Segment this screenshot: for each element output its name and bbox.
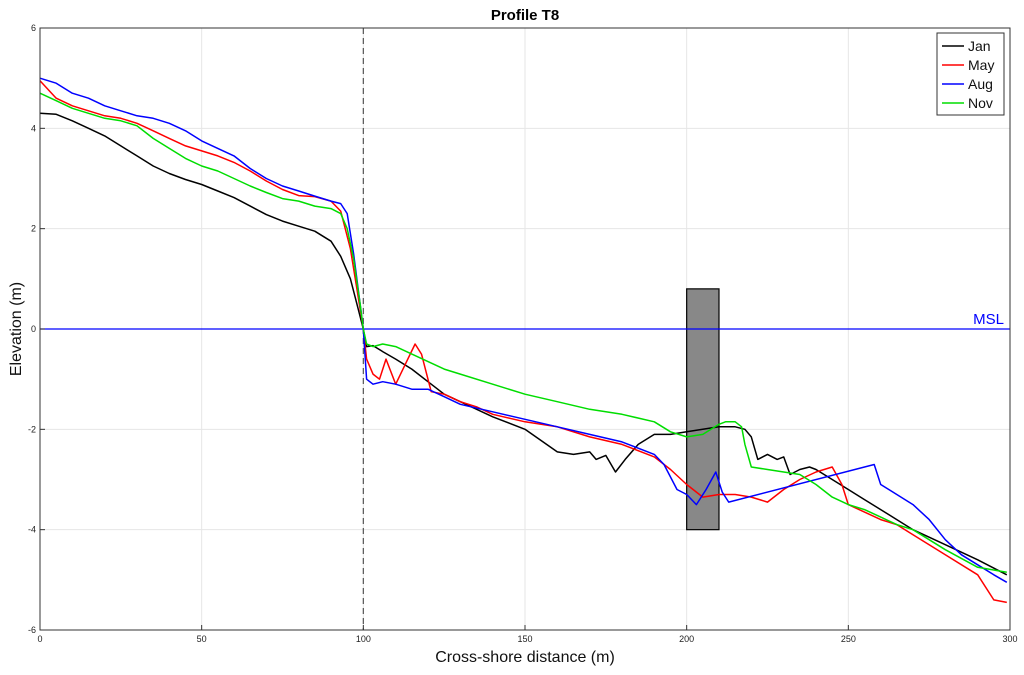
legend-label: Aug xyxy=(968,76,993,92)
y-tick-label: 0 xyxy=(31,324,36,334)
series-line-may xyxy=(39,80,1007,604)
x-axis-label: Cross-shore distance (m) xyxy=(435,649,615,666)
legend-label: May xyxy=(968,57,994,73)
y-tick-label: -2 xyxy=(28,424,36,434)
y-tick-label: -4 xyxy=(28,525,36,535)
legend-label: Nov xyxy=(968,95,993,111)
x-tick-label: 250 xyxy=(841,634,856,644)
y-tick-label: 2 xyxy=(31,224,36,234)
x-tick-label: 100 xyxy=(356,634,371,644)
x-tick-label: 50 xyxy=(197,634,207,644)
msl-label: MSL xyxy=(973,311,1004,328)
legend: Jan May Aug Nov xyxy=(936,32,1005,116)
series-lines xyxy=(39,77,1008,604)
x-tick-label: 150 xyxy=(517,634,532,644)
legend-label: Jan xyxy=(968,38,991,54)
series-line-jan xyxy=(39,112,1008,576)
chart-title: Profile T8 xyxy=(491,7,559,24)
series-line-nov xyxy=(39,92,1007,574)
series-line-aug xyxy=(39,77,1008,583)
x-tick-label: 300 xyxy=(1002,634,1017,644)
y-tick-label: 6 xyxy=(31,23,36,33)
x-tick-label: 0 xyxy=(37,634,42,644)
tick-labels: 0 50 100 150 200 250 300 -6 -4 -2 0 2 4 6 xyxy=(28,23,1018,644)
y-tick-label: -6 xyxy=(28,625,36,635)
y-tick-label: 4 xyxy=(31,123,36,133)
x-tick-label: 200 xyxy=(679,634,694,644)
y-axis-label: Elevation (m) xyxy=(8,282,25,376)
